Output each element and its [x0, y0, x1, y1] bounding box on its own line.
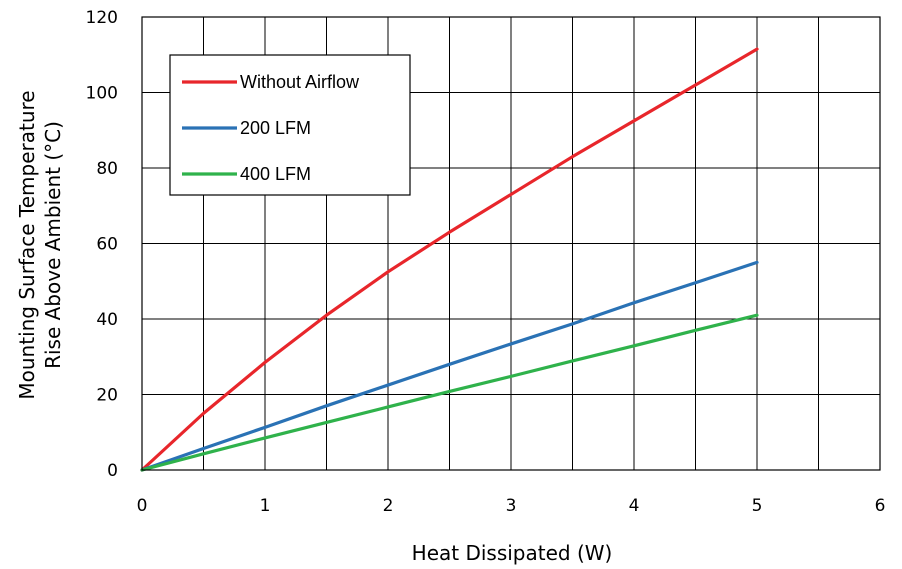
x-tick-label: 0 — [137, 496, 148, 516]
legend-label-0: Without Airflow — [240, 72, 360, 92]
series-line-2 — [140, 313, 759, 472]
grid — [142, 17, 880, 470]
x-tick-label: 2 — [383, 496, 394, 516]
y-tick-label: 20 — [96, 386, 118, 406]
plot-frame — [141, 16, 881, 471]
x-tick-label: 3 — [506, 496, 517, 516]
x-tick-label: 6 — [875, 496, 886, 516]
legend-label-1: 200 LFM — [240, 118, 311, 138]
x-axis-title: Heat Dissipated (W) — [412, 541, 613, 565]
x-tick-label: 1 — [260, 496, 271, 516]
series-layer — [140, 47, 759, 472]
legend-box — [169, 54, 411, 196]
y-axis-title-line2: Rise Above Ambient (°C) — [41, 121, 65, 369]
y-tick-label: 0 — [107, 461, 118, 481]
x-tick-label: 4 — [629, 496, 640, 516]
y-tick-label: 80 — [96, 159, 118, 179]
y-tick-label: 40 — [96, 310, 118, 330]
legend: Without Airflow 200 LFM 400 LFM — [169, 54, 411, 196]
y-tick-label: 100 — [86, 84, 118, 104]
y-tick-label: 60 — [96, 235, 118, 255]
series-line-1 — [140, 260, 759, 472]
legend-label-2: 400 LFM — [240, 164, 311, 184]
series-line-0 — [140, 47, 759, 472]
x-tick-label: 5 — [752, 496, 763, 516]
y-axis-title-line1: Mounting Surface Temperature — [15, 90, 39, 399]
y-tick-label: 120 — [86, 8, 118, 28]
